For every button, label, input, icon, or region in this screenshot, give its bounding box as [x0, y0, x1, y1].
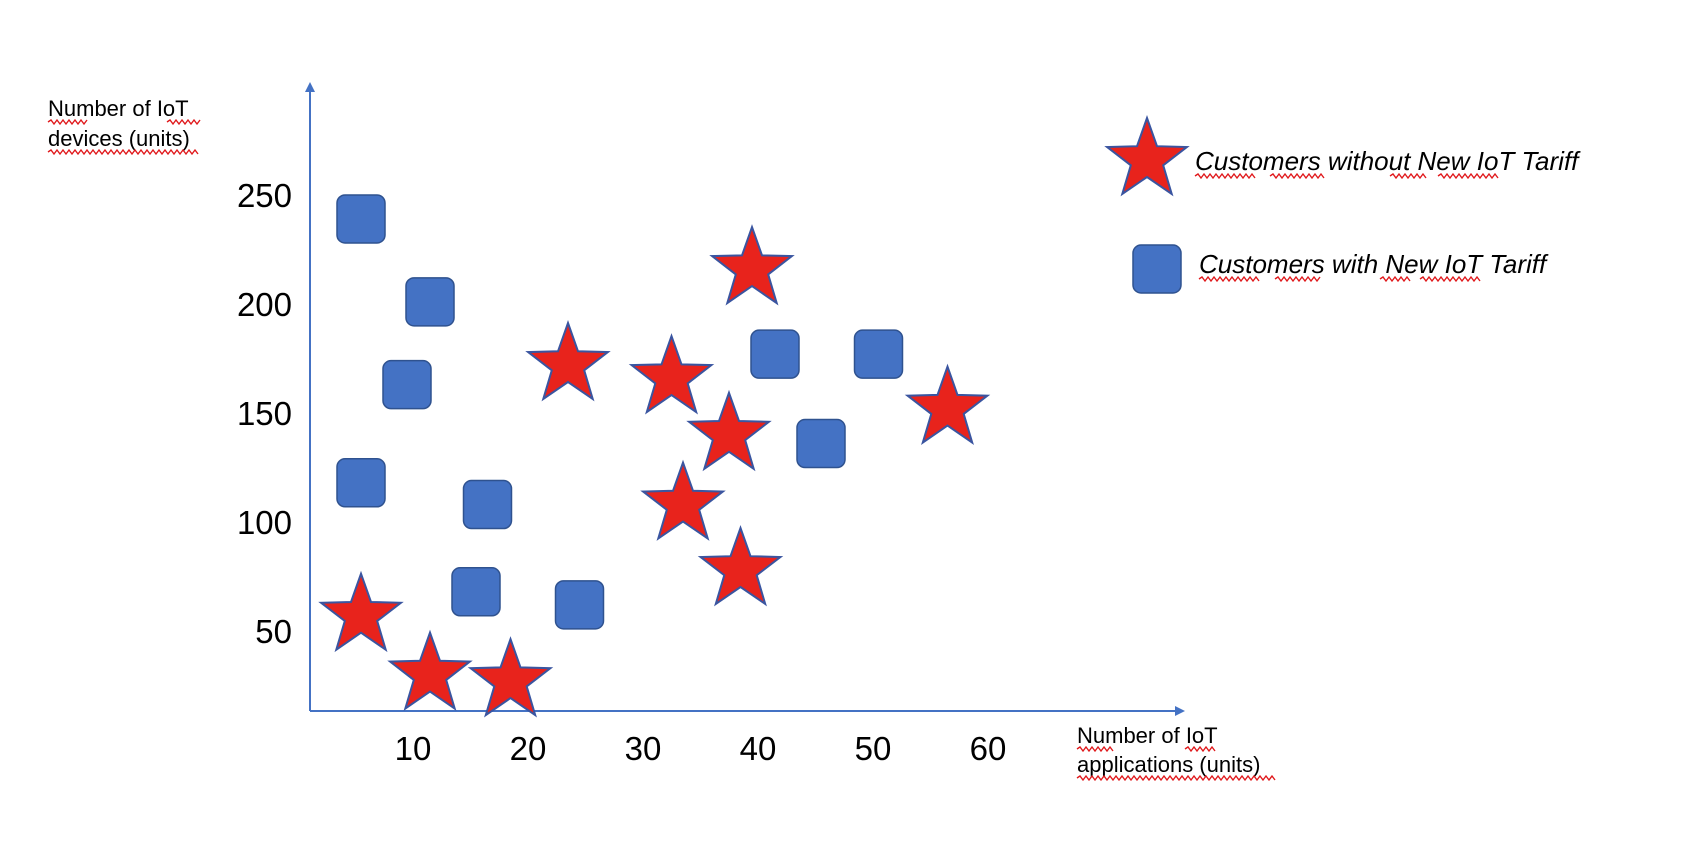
- spellcheck-underline: [47, 148, 199, 156]
- legend-square-icon: [1132, 244, 1182, 294]
- square-marker: [554, 580, 605, 630]
- x-axis-title-line-1: Number of IoT: [1077, 723, 1218, 748]
- x-tick-label: 30: [625, 730, 662, 767]
- square-marker: [382, 359, 432, 410]
- y-tick-label: 200: [237, 286, 292, 323]
- y-tick-labels: 250 200 150 100 50: [237, 177, 292, 650]
- spellcheck-underline: [1076, 774, 1276, 782]
- star-marker: [628, 333, 715, 415]
- spellcheck-underline: [166, 118, 201, 126]
- y-tick-label: 100: [237, 504, 292, 541]
- legend-star-shape: [1104, 115, 1190, 197]
- star-marker: [640, 459, 726, 541]
- legend-square-shape: [1132, 244, 1182, 294]
- legend-star-icon: [1104, 115, 1190, 197]
- x-axis-title: Number of IoT applications (units): [1077, 723, 1260, 777]
- spellcheck-underline: [1194, 172, 1256, 180]
- spellcheck-underline: [1076, 745, 1114, 753]
- y-axis-title-line-1: Number of IoT: [48, 96, 189, 121]
- square-marker: [405, 277, 455, 327]
- star-marker: [697, 525, 784, 607]
- legend-label-with-tariff: Customers with New IoT Tariff: [1199, 249, 1549, 279]
- x-axis-title-line-2: applications (units): [1077, 752, 1260, 777]
- spellcheck-underline: [1274, 275, 1321, 283]
- square-marker: [451, 567, 501, 617]
- legend: Customers without New IoT Tariff Custome…: [1104, 115, 1581, 294]
- x-tick-label: 60: [970, 730, 1007, 767]
- star-marker: [467, 636, 554, 718]
- spellcheck-underline: [1389, 172, 1427, 180]
- square-marker: [336, 458, 386, 508]
- y-tick-label: 50: [255, 613, 292, 650]
- spellcheck-underline: [47, 118, 88, 126]
- x-tick-label: 40: [740, 730, 777, 767]
- x-tick-label: 50: [855, 730, 892, 767]
- y-axis-title: Number of IoT devices (units): [48, 96, 190, 151]
- spellcheck-underline: [1198, 275, 1260, 283]
- square-marker: [462, 479, 513, 530]
- y-axis-title-line-2: devices (units): [48, 126, 190, 151]
- data-markers: [318, 194, 991, 718]
- square-marker: [336, 194, 386, 244]
- spellcheck-underline: [1437, 172, 1499, 180]
- spellcheck-underline: [1379, 275, 1411, 283]
- spellcheck-underlines: [47, 118, 1499, 782]
- spellcheck-underline: [1184, 745, 1216, 753]
- spellcheck-underline: [1269, 172, 1325, 180]
- square-marker: [750, 329, 800, 379]
- x-tick-labels: 10 20 30 40 50 60: [395, 730, 1007, 767]
- x-tick-label: 20: [510, 730, 547, 767]
- star-marker: [525, 319, 611, 402]
- spellcheck-underline: [1419, 275, 1481, 283]
- square-marker: [853, 329, 904, 379]
- legend-label-without-tariff: Customers without New IoT Tariff: [1195, 146, 1581, 176]
- y-tick-label: 150: [237, 395, 292, 432]
- star-marker: [318, 570, 404, 653]
- star-marker: [709, 224, 795, 306]
- y-tick-label: 250: [237, 177, 292, 214]
- star-marker: [387, 629, 473, 712]
- square-marker: [796, 418, 846, 469]
- x-tick-label: 10: [395, 730, 432, 767]
- star-marker: [686, 389, 772, 472]
- star-marker: [904, 363, 991, 446]
